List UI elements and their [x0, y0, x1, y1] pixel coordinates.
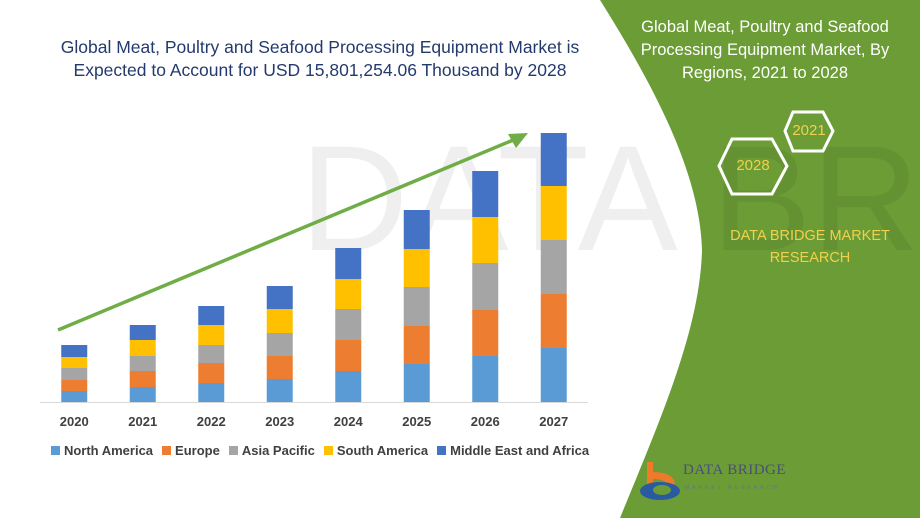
legend-item-europe: Europe: [162, 443, 220, 458]
bar-segment-2027-asia-pacific: [540, 240, 567, 294]
legend-label: South America: [336, 443, 429, 458]
legend-swatch: [323, 446, 333, 455]
svg-text:DATA BRIDGE: DATA BRIDGE: [300, 114, 920, 282]
hex-label-2021: 2021: [792, 122, 826, 139]
legend-item-north-america: North America: [50, 443, 154, 458]
bar-segment-2023-north-america: [266, 379, 293, 402]
bar-segment-2027-south-america: [540, 186, 567, 240]
legend-label: Europe: [175, 443, 220, 458]
bar-segment-2024-europe: [335, 340, 362, 371]
watermark: DATA BRIDGE: [300, 114, 920, 282]
bar-segment-2025-europe: [403, 326, 430, 364]
legend-label: Asia Pacific: [241, 443, 315, 458]
logo-subtext: MARKET RESEARCH: [685, 485, 780, 491]
hexagon-2028: [717, 137, 789, 196]
bar-segment-2025-south-america: [403, 249, 430, 287]
bar-segment-2027-north-america: [540, 348, 567, 402]
bar-segment-2025-asia-pacific: [403, 287, 430, 326]
bar-segment-2022-asia-pacific: [198, 345, 225, 363]
bar-segment-2023-europe: [266, 356, 293, 379]
x-tick-label: 2025: [402, 414, 431, 429]
legend-item-south-america: South America: [323, 443, 429, 458]
brand-text: DATA BRIDGE MARKET RESEARCH: [730, 228, 890, 266]
logo-mark: [640, 462, 680, 500]
bar-segment-2020-asia-pacific: [61, 368, 88, 380]
bar-segment-2026-europe: [472, 310, 499, 356]
bar-segment-2024-asia-pacific: [335, 309, 362, 340]
logo-text: DATA BRIDGE: [683, 462, 787, 478]
bar-segment-2022-europe: [198, 363, 225, 383]
bar-segment-2021-north-america: [129, 387, 156, 402]
x-tick-label: 2023: [265, 414, 294, 429]
bar-segment-2024-middle-east-and-africa: [335, 248, 362, 279]
bar-segment-2026-middle-east-and-africa: [472, 171, 499, 217]
trend-arrow-head-icon: [508, 133, 528, 148]
bar-segment-2025-middle-east-and-africa: [403, 210, 430, 249]
side-panel-title: Global Meat, Poultry and Seafood Process…: [640, 18, 890, 82]
stacked-bar-chart: 2020 2021 2022 2023 2024 2025 2026 2027: [40, 133, 588, 429]
bar-segment-2021-europe: [129, 371, 156, 387]
hex-label-2028: 2028: [736, 157, 770, 174]
trend-arrow-line: [57, 136, 519, 332]
legend-label: North America: [63, 443, 154, 458]
legend-swatch: [437, 446, 447, 455]
bar-segment-2021-middle-east-and-africa: [129, 325, 156, 340]
x-tick-label: 2024: [334, 414, 364, 429]
bar-segment-2023-asia-pacific: [266, 333, 293, 356]
legend-label: Middle East and Africa: [450, 443, 590, 458]
bar-segment-2022-middle-east-and-africa: [198, 306, 225, 325]
x-tick-label: 2027: [539, 414, 568, 429]
legend-swatch: [162, 446, 172, 455]
legend-swatch: [228, 446, 238, 455]
chart-title: Global Meat, Poultry and Seafood Process…: [60, 37, 580, 80]
bar-segment-2020-south-america: [61, 357, 88, 368]
legend-item-asia-pacific: Asia Pacific: [228, 443, 315, 458]
bar-segment-2025-north-america: [403, 364, 430, 402]
bar-segment-2023-middle-east-and-africa: [266, 286, 293, 309]
bar-segment-2027-europe: [540, 294, 567, 348]
x-tick-label: 2021: [128, 414, 157, 429]
bar-segment-2027-middle-east-and-africa: [540, 133, 567, 186]
bar-segment-2024-north-america: [335, 371, 362, 402]
legend-swatch: [50, 446, 60, 455]
legend-item-middle-east-africa: Middle East and Africa: [437, 443, 589, 458]
chart-legend: North America Europe Asia Pacific South …: [40, 443, 600, 458]
bar-segment-2021-asia-pacific: [129, 356, 156, 371]
bar-segment-2024-south-america: [335, 279, 362, 309]
bar-segment-2022-south-america: [198, 325, 225, 345]
x-tick-label: 2022: [197, 414, 226, 429]
bar-segment-2026-north-america: [472, 356, 499, 402]
x-tick-label: 2020: [60, 414, 89, 429]
bar-segment-2022-north-america: [198, 383, 225, 402]
bar-segment-2020-europe: [61, 380, 88, 391]
bar-segment-2023-south-america: [266, 309, 293, 333]
bar-segment-2020-middle-east-and-africa: [61, 345, 88, 357]
bar-segment-2020-north-america: [61, 391, 88, 402]
bar-segment-2026-south-america: [472, 217, 499, 263]
bar-segment-2021-south-america: [129, 340, 156, 356]
x-tick-label: 2026: [471, 414, 500, 429]
bar-segment-2026-asia-pacific: [472, 263, 499, 310]
hexagon-2021: [783, 110, 835, 153]
green-side-panel: [600, 0, 920, 518]
